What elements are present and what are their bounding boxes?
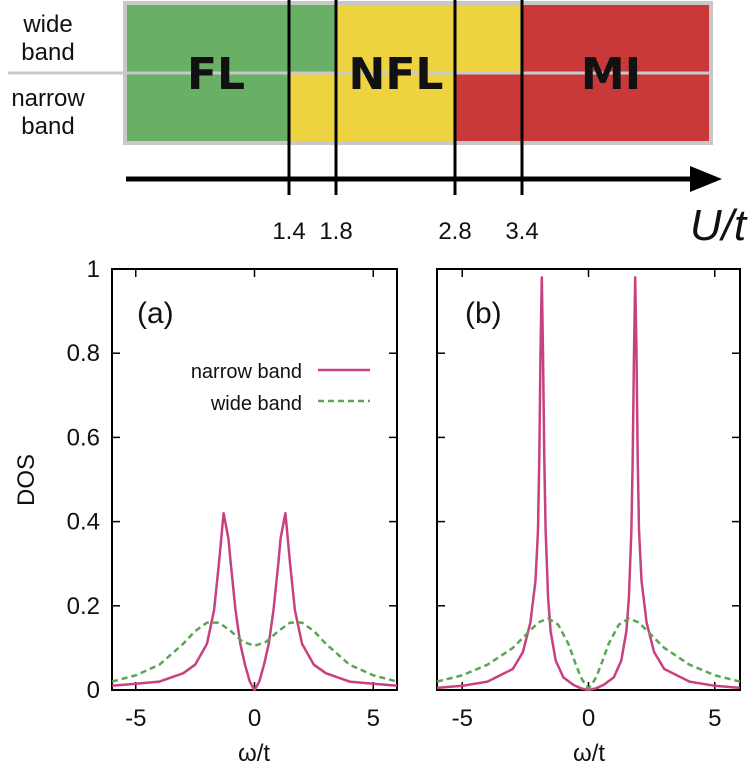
y-tick-label: 1 [87, 256, 100, 283]
narrow-band-region-nfl [289, 73, 455, 143]
y-axis-a: 0 0.2 0.4 0.6 0.8 1 [67, 256, 397, 704]
u-axis-label: U/t [690, 201, 748, 250]
phase-label-nfl: NFL [349, 49, 444, 100]
x-tick-label: 5 [367, 705, 380, 732]
wide-band-region-nfl [336, 3, 522, 73]
legend-label-wide: wide band [210, 393, 302, 415]
row-label-narrow-2: band [21, 113, 74, 140]
phase-boundaries: 1.4 1.8 2.8 3.4 [272, 0, 539, 245]
x-axis-title-a: ω/t [238, 740, 270, 767]
legend-label-narrow: narrow band [191, 361, 302, 383]
series-a [111, 511, 398, 692]
y-tick-label: 0.8 [67, 340, 100, 367]
x-tick-label: -5 [125, 705, 146, 732]
phase-label-fl: FL [187, 49, 245, 100]
row-label-wide-2: band [21, 39, 74, 66]
wide-band-region-fl [125, 3, 336, 73]
legend: narrow band wide band [191, 361, 370, 415]
y-axis-b [437, 268, 740, 691]
x-axis-b: -5 0 5 [452, 269, 721, 732]
x-tick-label: 5 [708, 705, 721, 732]
phase-label-mi: MI [581, 49, 641, 100]
panel-label-a: (a) [137, 297, 174, 330]
wide-band-region-mi [522, 3, 711, 73]
boundary-label: 1.4 [272, 218, 305, 245]
phase-diagram: wide band narrow band FL NFL MI 1.4 1.8 2.… [8, 0, 748, 250]
boundary-label: 2.8 [438, 218, 471, 245]
y-axis-title: DOS [13, 454, 40, 506]
panel-label-b: (b) [465, 297, 502, 330]
series-narrow-band [111, 511, 398, 692]
dos-panel-b: -5 0 5 (b) ω/t [436, 268, 741, 767]
y-tick-label: 0.4 [67, 509, 100, 536]
y-tick-label: 0 [87, 677, 100, 704]
narrow-band-region-mi [455, 73, 711, 143]
x-tick-label: 0 [582, 705, 595, 732]
x-tick-label: -5 [452, 705, 473, 732]
row-label-narrow-1: narrow [11, 85, 85, 112]
x-axis-a: -5 0 5 [125, 269, 380, 732]
x-tick-label: 0 [248, 705, 261, 732]
row-label-wide-1: wide [22, 11, 72, 38]
narrow-band-region-fl [125, 73, 289, 143]
series-b [436, 276, 741, 692]
plot-frame-b [436, 268, 741, 691]
x-axis-title-b: ω/t [573, 740, 605, 767]
boundary-label: 1.8 [319, 218, 352, 245]
phase-regions [125, 3, 711, 143]
u-axis-arrowhead [690, 166, 722, 192]
series-narrow-band [436, 276, 741, 692]
y-tick-label: 0.6 [67, 424, 100, 451]
y-tick-label: 0.2 [67, 593, 100, 620]
series-wide-band [111, 621, 398, 683]
series-wide-band [436, 617, 741, 690]
plot-frame-a [111, 268, 398, 691]
boundary-label: 3.4 [505, 218, 538, 245]
dos-panel-a: 0 0.2 0.4 0.6 0.8 1 -5 0 5 (a) narrow band wide… [13, 256, 398, 767]
